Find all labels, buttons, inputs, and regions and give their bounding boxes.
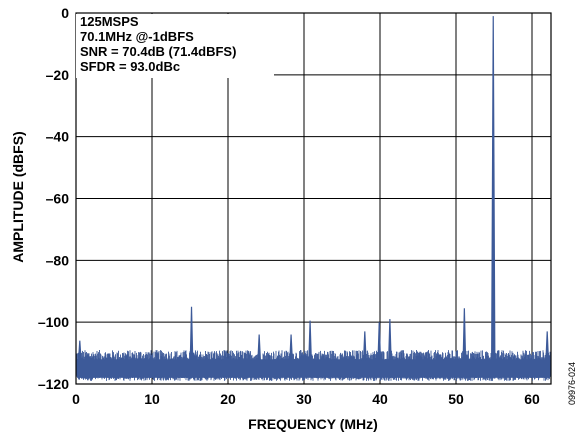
y-tick-label: 0 [61, 5, 69, 21]
x-tick-label: 20 [220, 391, 236, 407]
x-tick-label: 50 [448, 391, 464, 407]
y-tick-label: –80 [46, 252, 70, 268]
spur-peak [389, 319, 391, 359]
y-axis-ticks: 0 –20 –40 –60 –80 –100 –120 [38, 5, 69, 392]
spur-peak [364, 331, 366, 359]
fundamental-peak [492, 16, 495, 359]
spur-peak [79, 341, 81, 360]
annotation-line: SNR = 70.4dB (71.4dBFS) [80, 44, 236, 59]
spur-peak [463, 308, 465, 359]
x-axis-title: FREQUENCY (MHz) [248, 416, 378, 432]
y-tick-label: –40 [46, 129, 70, 145]
figure-id: 09976-024 [567, 362, 577, 405]
x-tick-label: 30 [296, 391, 312, 407]
y-tick-label: –120 [38, 376, 69, 392]
y-tick-label: –60 [46, 191, 70, 207]
annotation-line: 70.1MHz @-1dBFS [80, 29, 194, 44]
y-tick-label: –20 [46, 67, 70, 83]
x-tick-label: 60 [524, 391, 540, 407]
annotation-line: 125MSPS [80, 14, 139, 29]
spur-peak [258, 335, 260, 360]
spur-peak [546, 331, 548, 359]
spur-peak [309, 321, 311, 360]
annotation-line: SFDR = 93.0dBc [80, 59, 180, 74]
x-tick-label: 0 [72, 391, 80, 407]
y-tick-label: –100 [38, 314, 69, 330]
x-tick-label: 10 [144, 391, 160, 407]
spur-peak [190, 307, 192, 360]
x-tick-label: 40 [372, 391, 388, 407]
x-axis-ticks: 0 10 20 30 40 50 60 [72, 391, 540, 407]
spur-peak [290, 335, 292, 360]
y-axis-title: AMPLITUDE (dBFS) [10, 131, 26, 262]
